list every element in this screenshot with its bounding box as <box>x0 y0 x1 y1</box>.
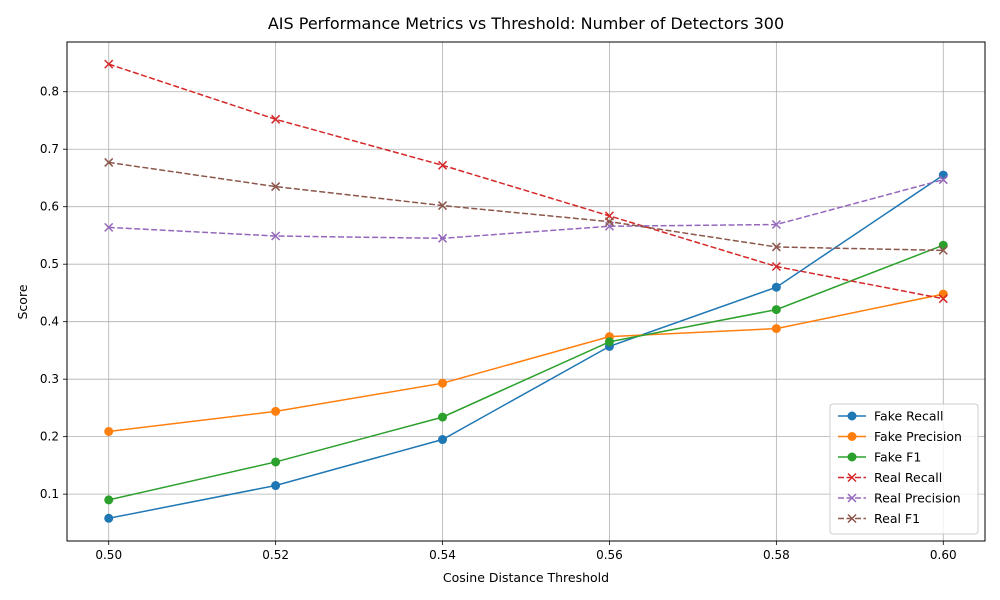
series-line-fake-precision <box>108 293 944 433</box>
data-point-real-f1 <box>104 157 114 167</box>
y-tick-label: 0.1 <box>40 487 59 501</box>
y-tick-label: 0.5 <box>40 257 59 271</box>
legend-label: Fake Recall <box>874 409 943 424</box>
x-marker-stroke <box>104 59 114 69</box>
data-point-fake-precision <box>771 324 781 334</box>
x-tick-label: 0.56 <box>596 548 623 562</box>
series-fake-precision <box>104 289 948 436</box>
data-point-fake-f1 <box>104 495 114 505</box>
x-marker-stroke <box>771 219 781 230</box>
x-marker-stroke <box>104 157 114 167</box>
data-point-real-f1 <box>438 201 448 211</box>
x-marker-stroke <box>438 160 448 170</box>
series-fake-recall <box>104 170 948 523</box>
x-marker-stroke <box>847 493 857 503</box>
legend-marker <box>847 411 857 421</box>
legend-label: Real Recall <box>874 470 942 485</box>
legend-label: Fake F1 <box>874 450 921 465</box>
ticks: 0.50 0.52 0.54 0.56 0.58 0.60 0.1 0.2 0.3 0.4 0.5 0… <box>40 85 957 562</box>
series-real-precision <box>104 175 948 243</box>
legend-marker <box>847 432 857 441</box>
series-fake-f1 <box>104 240 948 505</box>
y-tick-label: 0.4 <box>40 315 59 329</box>
series-real-f1 <box>104 157 948 255</box>
legend-label: Fake Precision <box>874 429 962 444</box>
data-point-fake-recall <box>771 282 781 292</box>
legend-label: Real F1 <box>874 511 920 526</box>
data-point-real-precision <box>938 175 948 185</box>
legend-box <box>829 403 979 535</box>
legend-marker <box>847 452 857 462</box>
data-point-real-recall <box>438 160 448 170</box>
data-point-fake-precision <box>104 426 114 436</box>
data-point-fake-precision <box>271 406 281 416</box>
axes-frame <box>66 41 986 542</box>
x-tick-label: 0.54 <box>429 548 456 562</box>
legend-label: Real Precision <box>874 491 961 506</box>
x-marker-stroke <box>938 245 948 255</box>
data-point-real-f1 <box>271 182 281 192</box>
data-point-fake-recall <box>438 435 448 445</box>
data-point-fake-recall <box>104 513 114 523</box>
data-point-fake-precision <box>438 378 448 388</box>
series-line-real-f1 <box>108 161 944 252</box>
data-point-fake-f1 <box>604 337 614 347</box>
x-marker-stroke <box>938 294 948 304</box>
data-point-real-precision <box>771 219 781 230</box>
x-marker-stroke <box>771 242 781 252</box>
data-point-real-f1 <box>938 245 948 255</box>
series-line-real-recall <box>108 63 944 300</box>
data-point-real-recall <box>938 294 948 304</box>
data-point-real-f1 <box>771 242 781 252</box>
legend-marker <box>847 493 857 503</box>
x-marker-stroke <box>271 231 281 241</box>
data-point-real-recall <box>771 261 781 272</box>
x-marker-stroke <box>271 114 281 124</box>
y-axis-label: Score <box>15 284 30 319</box>
data-point-real-recall <box>271 114 281 124</box>
series-real-recall <box>104 59 948 304</box>
x-marker-stroke <box>847 513 857 524</box>
data-point-real-precision <box>104 222 114 232</box>
x-marker-stroke <box>604 217 614 227</box>
data-point-fake-recall <box>271 481 281 491</box>
x-marker-stroke <box>938 175 948 185</box>
y-tick-label: 0.8 <box>40 85 59 99</box>
x-tick-label: 0.60 <box>930 548 957 562</box>
legend: Fake Recall Fake Precision Fake F1 Real Rec… <box>829 403 979 535</box>
data-point-fake-f1 <box>771 305 781 315</box>
series-line-real-precision <box>108 178 944 240</box>
y-tick-label: 0.2 <box>40 430 59 444</box>
plot-series <box>104 59 948 523</box>
legend-marker <box>847 472 857 483</box>
legend-marker <box>847 513 857 524</box>
data-point-real-recall <box>104 59 114 69</box>
x-tick-label: 0.52 <box>262 548 289 562</box>
x-axis-label: Cosine Distance Threshold <box>443 570 609 585</box>
data-point-real-precision <box>438 233 448 243</box>
series-line-fake-f1 <box>108 244 944 501</box>
data-point-fake-f1 <box>438 412 448 422</box>
chart-title: AIS Performance Metrics vs Threshold: Nu… <box>268 14 784 33</box>
y-tick-label: 0.3 <box>40 372 59 386</box>
data-point-fake-f1 <box>271 457 281 467</box>
y-tick-label: 0.7 <box>40 142 59 156</box>
data-point-real-f1 <box>604 217 614 227</box>
x-marker-stroke <box>104 222 114 232</box>
x-marker-stroke <box>438 233 448 243</box>
data-point-real-precision <box>271 231 281 241</box>
x-tick-label: 0.50 <box>95 548 122 562</box>
x-marker-stroke <box>771 261 781 272</box>
x-tick-label: 0.58 <box>763 548 790 562</box>
data-point-fake-f1 <box>938 240 948 250</box>
x-marker-stroke <box>438 201 448 211</box>
x-marker-stroke <box>847 472 857 483</box>
y-tick-label: 0.6 <box>40 200 59 214</box>
series-line-fake-recall <box>108 174 944 520</box>
x-marker-stroke <box>271 182 281 192</box>
